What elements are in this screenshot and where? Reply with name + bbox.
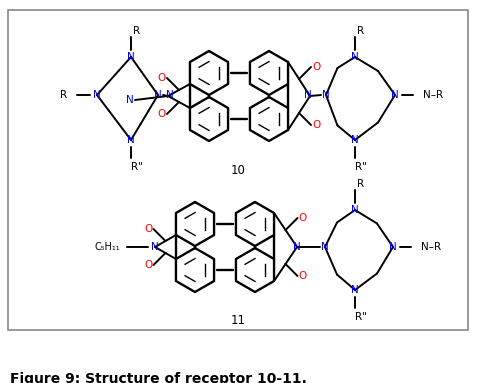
Text: Figure 9: Structure of receptor 10-11.: Figure 9: Structure of receptor 10-11. [10, 372, 306, 383]
Text: O: O [144, 260, 152, 270]
Text: O: O [144, 224, 152, 234]
Text: N: N [127, 135, 134, 145]
Text: N: N [350, 52, 358, 62]
Text: N: N [93, 90, 101, 100]
Text: N: N [390, 90, 398, 100]
Text: R": R" [354, 312, 366, 322]
Text: N: N [350, 285, 358, 295]
Text: R: R [357, 179, 364, 189]
Text: R: R [357, 26, 364, 36]
Text: N: N [292, 242, 300, 252]
FancyBboxPatch shape [8, 10, 467, 330]
Text: N: N [126, 95, 133, 105]
Text: N: N [127, 52, 134, 62]
Text: N: N [166, 90, 173, 100]
Text: O: O [311, 120, 320, 130]
Text: N: N [350, 135, 358, 145]
Text: N: N [321, 242, 328, 252]
Text: N: N [350, 205, 358, 215]
Text: O: O [298, 213, 306, 223]
Text: N: N [388, 242, 396, 252]
Text: N: N [151, 242, 158, 252]
Text: N: N [154, 90, 162, 100]
Text: R": R" [354, 162, 366, 172]
Text: O: O [157, 73, 166, 83]
Text: N: N [303, 90, 311, 100]
Text: N–R: N–R [422, 90, 442, 100]
Text: O: O [157, 109, 166, 119]
Text: N–R: N–R [420, 242, 440, 252]
Text: R: R [60, 90, 67, 100]
Text: R: R [133, 26, 140, 36]
Text: O: O [311, 62, 320, 72]
Text: O: O [298, 271, 306, 281]
Text: C₅H₁₁: C₅H₁₁ [94, 242, 120, 252]
Text: N: N [322, 90, 329, 100]
Text: 10: 10 [230, 164, 245, 177]
Text: 11: 11 [230, 314, 245, 326]
Text: R": R" [131, 162, 143, 172]
